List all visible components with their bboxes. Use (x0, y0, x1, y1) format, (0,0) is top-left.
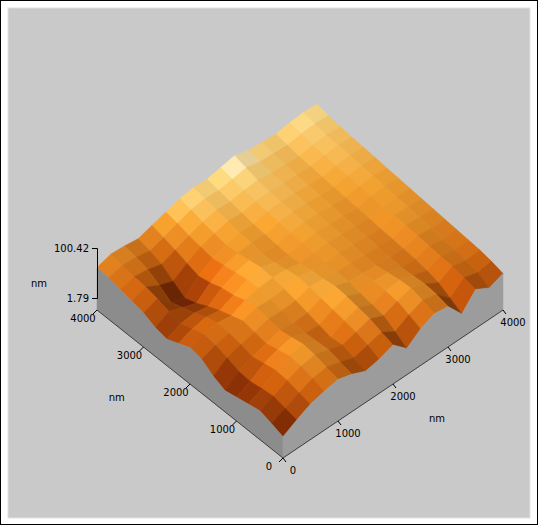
z-tick (92, 298, 97, 299)
axes: 0 1000 2000 3000 4000 0 1000 2000 3000 4000 nm nm (70, 310, 525, 476)
z-axis: 1.79 100.42 (54, 243, 98, 304)
z-axis-title: nm (31, 278, 47, 289)
x-tick-label: 0 (290, 465, 296, 476)
outer-frame (1, 1, 538, 525)
chart: 0 1000 2000 3000 4000 0 1000 2000 3000 4000 nm nm 1.… (0, 0, 538, 525)
z-tick-label: 1.79 (67, 293, 89, 304)
x-tick-label: 4000 (500, 317, 525, 328)
z-tick-label: 100.42 (54, 243, 89, 254)
x-tick-label: 3000 (445, 354, 470, 365)
z-tick-group: 1.79 (67, 293, 97, 304)
z-tick (92, 248, 97, 249)
x-tick (393, 384, 396, 388)
y-tick-label: 3000 (117, 350, 142, 361)
x-tick (448, 347, 451, 351)
x-tick-label: 1000 (335, 428, 360, 439)
page-background (0, 0, 538, 525)
y-axis-line (97, 310, 283, 458)
y-tick-label: 1000 (210, 424, 235, 435)
x-axis-line (283, 310, 503, 458)
right-wall (283, 274, 503, 458)
surface-group (97, 104, 503, 458)
left-wall (97, 267, 283, 458)
x-tick-label: 2000 (390, 391, 415, 402)
y-tick-label: 0 (266, 461, 272, 472)
x-tick (338, 421, 341, 425)
y-tick-label: 4000 (70, 313, 95, 324)
z-tick-group: 100.42 (54, 243, 97, 254)
plot-background (8, 8, 530, 518)
y-tick (279, 458, 283, 462)
x-tick (503, 310, 506, 314)
x-axis-title: nm (429, 413, 445, 424)
z-axis-line (92, 249, 98, 299)
y-axis-title: nm (109, 392, 125, 403)
x-tick (283, 458, 286, 462)
y-tick-label: 2000 (163, 387, 188, 398)
